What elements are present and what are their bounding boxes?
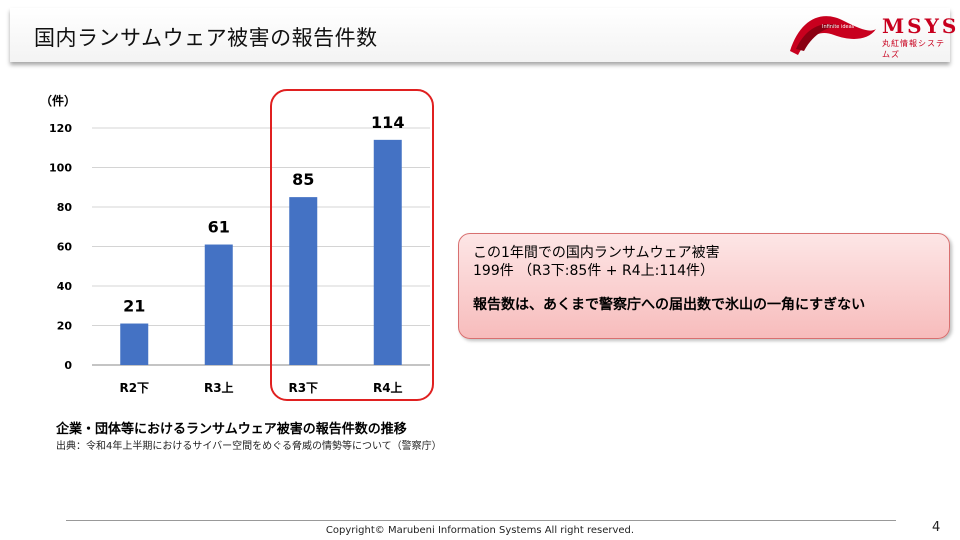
x-tick-label: R3上 (204, 380, 234, 395)
callout-line-3: 報告数は、あくまで警察庁への届出数で氷山の一角にすぎない (473, 297, 866, 313)
data-label: 114 (371, 113, 404, 132)
y-tick-label: 0 (64, 359, 72, 372)
highlight-box (270, 89, 434, 401)
data-label: 61 (208, 218, 230, 237)
y-tick-label: 40 (57, 280, 73, 293)
slide-title: 国内ランサムウェア被害の報告件数 (34, 26, 378, 50)
x-tick-label: R4上 (373, 380, 403, 395)
y-tick-labels: 0 20 40 60 80 100 120 (49, 122, 72, 372)
y-tick-label: 60 (57, 241, 73, 254)
x-tick-labels: R2下 R3上 R3下 R4上 (119, 380, 402, 395)
page-number: 4 (932, 520, 941, 535)
bar (289, 197, 318, 365)
bar (373, 139, 402, 365)
y-tick-label: 80 (57, 201, 73, 214)
logo-tagline: Infinite ideas (822, 24, 855, 30)
chart-caption: 企業・団体等におけるランサムウェア被害の報告件数の推移 (56, 422, 407, 437)
chart-source: 出典：令和4年上半期におけるサイバー空間をめぐる脅威の情勢等について（警察庁） (56, 441, 442, 452)
callout-box: この1年間での国内ランサムウェア被害 199件 （R3下:85件 + R4上:1… (458, 233, 950, 339)
y-axis-label: （件） (40, 93, 76, 108)
footer-divider (66, 520, 896, 521)
y-tick-label: 120 (49, 122, 72, 135)
msys-logo-icon: Infinite ideas (790, 16, 876, 55)
logo-text: MSYS (882, 14, 960, 38)
x-tick-label: R2下 (119, 381, 149, 395)
data-label: 21 (123, 297, 145, 316)
callout-line-2: 199件 （R3下:85件 + R4上:114件） (473, 263, 715, 279)
chart-grid (92, 127, 430, 366)
slide-header: 国内ランサムウェア被害の報告件数 Infinite ideas MSYS 丸紅情… (10, 8, 956, 62)
bar (204, 244, 233, 365)
callout-line-1: この1年間での国内ランサムウェア被害 (473, 245, 720, 261)
bar (120, 323, 149, 365)
copyright: Copyright© Marubeni Information Systems … (325, 525, 635, 536)
y-tick-label: 20 (57, 320, 73, 333)
bars: 21 61 85 114 (120, 113, 404, 365)
x-tick-label: R3下 (288, 381, 318, 395)
y-tick-label: 100 (49, 162, 72, 175)
logo-subtext: 丸紅情報システムズ (882, 39, 945, 59)
data-label: 85 (292, 170, 314, 189)
